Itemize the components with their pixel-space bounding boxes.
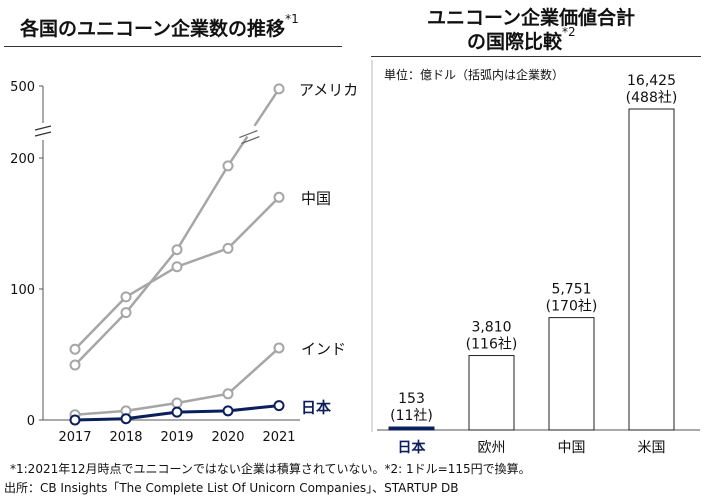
series-point <box>120 291 132 303</box>
right-title-text-2: の国際比較 <box>467 31 563 53</box>
x-tick-label: 2019 <box>160 430 193 445</box>
bar-0 <box>388 426 435 431</box>
bar-1 <box>468 355 515 431</box>
series-point <box>222 405 234 417</box>
left-title-text: 各国のユニコーン企業数の推移 <box>20 18 286 40</box>
series-break-mark <box>239 130 260 145</box>
bar-value-label: 153 <box>398 391 425 407</box>
series-point <box>69 343 81 355</box>
series-label: アメリカ <box>299 81 358 99</box>
series-point <box>273 83 285 95</box>
x-tick-label: 2021 <box>262 430 295 445</box>
series-label: インド <box>301 340 346 358</box>
right-title-rule <box>371 56 701 57</box>
unit-label: 単位：億ドル（括弧内は企業数） <box>384 68 565 82</box>
series-point <box>171 406 183 418</box>
series-point <box>171 244 183 256</box>
series-point <box>222 388 234 400</box>
y-axis-break-mark <box>34 125 52 137</box>
series-point <box>273 342 285 354</box>
bar-3 <box>628 108 675 431</box>
series-point <box>222 160 234 172</box>
x-tick-label: 2017 <box>58 430 91 445</box>
left-title-note: *1 <box>285 12 299 26</box>
bar-category-label: 中国 <box>558 440 586 456</box>
right-title-note: *2 <box>562 25 576 39</box>
series-label: 中国 <box>301 189 331 207</box>
bar-count-label: (488社) <box>626 90 678 106</box>
series-line-1 <box>74 196 280 351</box>
bar-count-label: (11社) <box>390 408 433 424</box>
series-point <box>273 191 285 203</box>
left-chart-title: 各国のユニコーン企業数の推移*1 <box>20 12 299 41</box>
y-tick-label: 200 <box>10 152 35 167</box>
bar-category-label: 日本 <box>398 439 427 456</box>
series-point <box>120 413 132 425</box>
series-point <box>171 397 183 409</box>
y-tick-label: 500 <box>10 80 35 95</box>
y-tick-label: 100 <box>10 283 35 298</box>
x-tick-label: 2018 <box>109 430 142 445</box>
right-title-text-1: ユニコーン企業価値合計 <box>427 7 636 29</box>
bar-count-label: (170社) <box>546 299 598 315</box>
bar-category-label: 米国 <box>638 440 666 456</box>
x-tick-label: 2020 <box>211 430 244 445</box>
footnote-1: *1:2021年12月時点でユニコーンではない企業は積算されていない。*2: 1… <box>10 462 531 476</box>
series-point <box>120 307 132 319</box>
series-point <box>171 261 183 273</box>
bar-count-label: (116社) <box>466 337 518 353</box>
right-chart-title-line1: ユニコーン企業価値合計 <box>427 3 635 30</box>
series-point <box>69 359 81 371</box>
bar-value-label: 5,751 <box>551 282 591 298</box>
bar-value-label: 3,810 <box>471 320 511 336</box>
bar-category-label: 欧州 <box>478 440 506 456</box>
series-point <box>273 400 285 412</box>
right-chart-title-line2: の国際比較*2 <box>467 25 576 54</box>
series-point <box>222 242 234 254</box>
bar-2 <box>548 317 595 431</box>
bar-value-label: 16,425 <box>627 73 676 89</box>
series-line-america-upper <box>253 88 281 127</box>
y-tick-label: 0 <box>27 414 35 429</box>
series-point <box>69 414 81 426</box>
series-label: 日本 <box>301 399 331 417</box>
left-title-rule <box>4 46 342 47</box>
footnote-2: 出所：CB Insights「The Complete List Of Unic… <box>4 481 459 495</box>
